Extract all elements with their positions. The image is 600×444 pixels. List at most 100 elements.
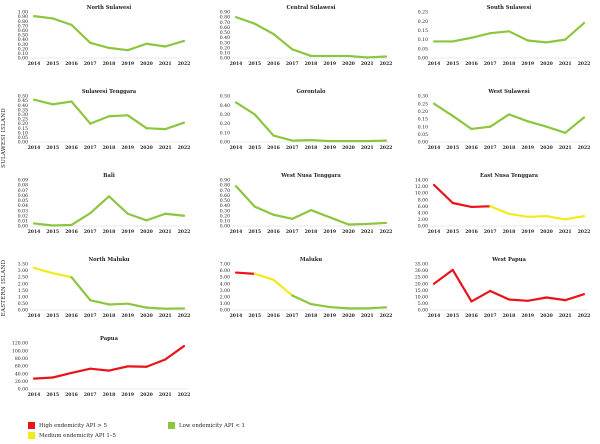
x-tick-label-east-nusa-tenggara: 2017 (484, 229, 497, 235)
panel-title-papua: Papua (100, 336, 119, 342)
series-segment-sulawesi-tenggara (165, 123, 184, 129)
y-tick-label-west-sulawesi: 0.15 (418, 117, 428, 123)
y-tick-label-papua: 80.00 (15, 356, 28, 362)
series-segment-central-sulawesi (255, 24, 274, 34)
x-tick-label-west-sulawesi: 2018 (503, 145, 516, 151)
x-tick-label-north-sulawesi: 2014 (28, 61, 42, 67)
series-segment-west-sulawesi (490, 114, 509, 126)
x-tick-label-south-sulawesi: 2021 (559, 61, 572, 67)
series-segment-central-sulawesi (274, 34, 293, 49)
series-segment-west-sulawesi (434, 104, 453, 116)
x-tick-label-central-sulawesi: 2020 (342, 61, 355, 67)
x-tick-label-east-nusa-tenggara: 2022 (578, 229, 591, 235)
x-tick-label-gorontalo: 2021 (361, 145, 374, 151)
y-tick-label-west-nusa-tenggara: 0.30 (220, 208, 230, 214)
series-segment-north-maluku (90, 300, 109, 304)
y-tick-label-central-sulawesi: 0.60 (220, 25, 230, 31)
series-segment-north-sulawesi (128, 44, 147, 50)
series-segment-maluku (274, 280, 293, 296)
legend-label-high: High endemicity API > 5 (39, 423, 107, 429)
y-tick-label-maluku: 7.00 (220, 262, 230, 268)
y-tick-label-maluku: 0.00 (220, 308, 230, 314)
x-tick-label-north-sulawesi: 2021 (159, 61, 172, 67)
y-tick-label-maluku: 6.00 (220, 268, 230, 274)
series-segment-sulawesi-tenggara (34, 100, 53, 105)
x-tick-label-east-nusa-tenggara: 2021 (559, 229, 572, 235)
series-segment-sulawesi-tenggara (72, 102, 91, 124)
series-segment-south-sulawesi (472, 33, 491, 38)
y-tick-label-gorontalo: 0.50 (220, 94, 230, 100)
y-tick-label-west-papua: 25.00 (415, 275, 428, 281)
x-tick-label-east-nusa-tenggara: 2018 (503, 229, 516, 235)
y-tick-label-east-nusa-tenggara: 8.00 (418, 197, 428, 203)
series-segment-west-papua (472, 291, 491, 302)
x-tick-label-bali: 2017 (84, 229, 97, 235)
y-tick-label-north-sulawesi: 1.00 (18, 10, 28, 16)
y-tick-label-papua: 120.00 (12, 341, 28, 347)
x-tick-label-bali: 2021 (159, 229, 172, 235)
x-tick-label-gorontalo: 2017 (286, 145, 299, 151)
x-tick-label-west-papua: 2022 (578, 313, 591, 319)
y-tick-label-central-sulawesi: 0.70 (220, 20, 230, 26)
x-tick-label-north-maluku: 2019 (121, 313, 134, 319)
y-tick-label-maluku: 1.00 (220, 301, 230, 307)
panel-title-maluku: Maluku (300, 257, 322, 263)
x-tick-label-east-nusa-tenggara: 2020 (540, 229, 553, 235)
y-tick-label-central-sulawesi: 0.80 (220, 15, 230, 21)
y-tick-label-north-maluku: 3.50 (18, 262, 28, 268)
y-tick-label-papua: 40.00 (15, 371, 28, 377)
series-segment-sulawesi-tenggara (90, 116, 109, 123)
x-tick-label-north-sulawesi: 2016 (65, 61, 78, 67)
series-segment-bali (53, 225, 72, 226)
series-segment-papua (165, 346, 184, 359)
series-segment-east-nusa-tenggara (490, 206, 509, 214)
x-tick-label-papua: 2015 (46, 392, 59, 398)
y-tick-label-south-sulawesi: 0.25 (418, 10, 428, 16)
x-tick-label-west-papua: 2019 (521, 313, 534, 319)
series-segment-east-nusa-tenggara (453, 203, 472, 207)
y-tick-label-maluku: 5.00 (220, 275, 230, 281)
x-tick-label-west-sulawesi: 2021 (559, 145, 572, 151)
series-segment-bali (90, 196, 109, 213)
y-tick-label-central-sulawesi: 0.30 (220, 40, 230, 46)
series-segment-bali (34, 223, 53, 225)
y-tick-label-south-sulawesi: 0.05 (418, 46, 428, 52)
series-segment-west-papua (565, 294, 584, 300)
series-segment-bali (72, 213, 91, 225)
x-tick-label-north-maluku: 2015 (46, 313, 59, 319)
x-tick-label-sulawesi-tenggara: 2016 (65, 145, 78, 151)
y-tick-label-south-sulawesi: 0.00 (418, 56, 428, 62)
series-segment-east-nusa-tenggara (547, 216, 566, 219)
x-tick-label-west-sulawesi: 2019 (521, 145, 534, 151)
series-segment-maluku (292, 296, 311, 305)
legend-label-medium: Medium endemicity API 1–5 (39, 433, 116, 439)
x-tick-label-south-sulawesi: 2018 (503, 61, 516, 67)
x-tick-label-south-sulawesi: 2019 (521, 61, 534, 67)
series-segment-central-sulawesi (349, 56, 368, 58)
x-tick-label-north-maluku: 2017 (84, 313, 97, 319)
series-segment-north-sulawesi (147, 44, 166, 47)
y-tick-label-west-papua: 35.00 (415, 262, 428, 268)
series-segment-west-sulawesi (472, 127, 491, 129)
y-tick-label-west-sulawesi: 0.05 (418, 132, 428, 138)
series-segment-west-papua (490, 291, 509, 300)
series-segment-north-sulawesi (90, 43, 109, 48)
x-tick-label-west-papua: 2015 (446, 313, 459, 319)
y-tick-label-papua: 60.00 (15, 364, 28, 370)
x-tick-label-papua: 2020 (140, 392, 153, 398)
x-tick-label-central-sulawesi: 2022 (380, 61, 393, 67)
legend-swatch-low (168, 422, 175, 429)
series-segment-bali (147, 214, 166, 221)
x-tick-label-central-sulawesi: 2019 (323, 61, 336, 67)
x-tick-label-sulawesi-tenggara: 2019 (121, 145, 134, 151)
x-tick-label-east-nusa-tenggara: 2016 (465, 229, 478, 235)
series-segment-central-sulawesi (292, 49, 311, 56)
x-tick-label-north-maluku: 2020 (140, 313, 153, 319)
y-tick-label-bali: 0.05 (18, 198, 28, 204)
x-tick-label-south-sulawesi: 2016 (465, 61, 478, 67)
x-tick-label-sulawesi-tenggara: 2020 (140, 145, 153, 151)
x-tick-label-west-sulawesi: 2014 (428, 145, 442, 151)
x-tick-label-maluku: 2022 (380, 313, 393, 319)
legend-item-low: Low endemicity API < 1 (168, 422, 245, 429)
series-segment-maluku (311, 304, 330, 307)
